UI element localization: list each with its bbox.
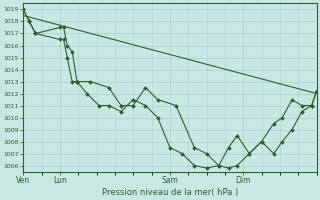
X-axis label: Pression niveau de la mer( hPa ): Pression niveau de la mer( hPa )	[102, 188, 238, 197]
